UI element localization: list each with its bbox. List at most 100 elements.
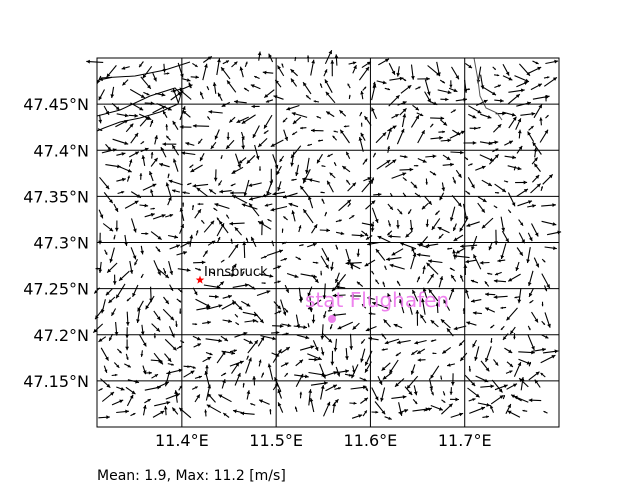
wind-vector-head [126, 322, 130, 326]
wind-vector-head [501, 307, 503, 310]
wind-vector-head [426, 224, 429, 227]
wind-vector-head [442, 131, 445, 134]
wind-vector-head [320, 336, 324, 340]
wind-vector-head [139, 173, 142, 176]
wind-vector-head [249, 197, 253, 201]
wind-vector-head [135, 114, 139, 118]
wind-vector-head [463, 264, 467, 268]
wind-vector-head [450, 217, 454, 221]
wind-vector-head [229, 222, 233, 226]
lon-label-2: 11.6°E [344, 431, 398, 450]
border-line-ne [474, 58, 502, 120]
wind-vector-head [312, 320, 316, 324]
wind-vector-head [248, 183, 252, 187]
latitude-labels: 47.45°N47.4°N47.35°N47.3°N47.25°N47.2°N4… [23, 95, 89, 391]
wind-vector-head [418, 358, 421, 361]
wind-vector-head [360, 234, 364, 238]
wind-vector-head [163, 142, 167, 146]
wind-vector-head [480, 261, 484, 265]
wind-vector-head [205, 365, 209, 368]
wind-vector-head [165, 124, 168, 127]
wind-vector-head [426, 77, 430, 81]
wind-vector-head [346, 261, 350, 265]
wind-stats: Mean: 1.9, Max: 11.2 [m/s] [97, 468, 286, 484]
wind-vector-head [447, 363, 451, 366]
wind-vector-head [215, 295, 219, 299]
wind-vector-head [256, 156, 260, 160]
wind-vector-head [494, 279, 498, 283]
wind-vector-head [125, 347, 129, 351]
wind-vector-head [204, 410, 207, 413]
wind-vector-head [179, 312, 181, 314]
wind-vector-head [326, 228, 330, 232]
wind-vector-head [494, 295, 498, 299]
wind-vector-head [414, 341, 418, 345]
wind-vector-head [202, 261, 206, 265]
wind-vector-head [316, 262, 318, 264]
lon-label-3: 11.7°E [438, 431, 492, 450]
wind-vector-head [149, 371, 152, 374]
wind-vector-head [485, 292, 489, 296]
wind-vector-head [182, 203, 184, 205]
wind-vector-head [300, 127, 303, 130]
wind-vector-head [204, 64, 208, 68]
wind-vector-head [151, 152, 154, 155]
wind-vector-head [396, 225, 400, 229]
wind-vector-head [357, 254, 361, 257]
wind-vector-head [449, 85, 452, 88]
wind-vector-head [354, 402, 357, 405]
wind-vector-head [174, 235, 178, 239]
wind-vector-head [383, 81, 387, 85]
wind-vector-head [388, 235, 392, 239]
wind-vector-head [473, 141, 477, 145]
wind-vector-head [539, 117, 542, 120]
wind-vector-head [193, 124, 197, 128]
stat-flughafen-marker-icon [328, 315, 336, 323]
wind-vector-head [448, 139, 452, 143]
wind-vector-head [469, 369, 472, 371]
wind-vector-head [359, 137, 363, 141]
wind-vector-head [320, 274, 322, 276]
wind-vector-head [334, 348, 338, 352]
wind-vector-head [252, 105, 255, 109]
wind-vector-head [272, 337, 276, 341]
wind-vector-head [454, 327, 458, 331]
wind-vector-head [106, 415, 110, 419]
wind-vector-head [86, 60, 90, 64]
wind-vector-head [166, 401, 170, 405]
lat-label-3: 47.3°N [33, 234, 89, 253]
wind-vector-head [361, 123, 363, 125]
wind-vector-head [271, 208, 275, 212]
wind-vector-head [441, 116, 445, 120]
wind-vector-head [330, 362, 334, 366]
lat-label-4: 47.25°N [23, 280, 89, 299]
wind-vector-head [311, 129, 315, 133]
wind-vector-head [162, 93, 166, 97]
wind-vector-head [227, 137, 230, 140]
wind-vector-field [86, 50, 561, 420]
lat-label-6: 47.15°N [23, 372, 89, 391]
lat-label-2: 47.35°N [23, 187, 89, 206]
wind-vector-head [241, 146, 245, 150]
wind-vector-head [122, 152, 126, 156]
wind-vector-head [468, 88, 470, 90]
wind-vector-head [321, 352, 325, 356]
wind-vector-head [513, 337, 516, 339]
wind-vector-head [451, 382, 455, 386]
wind-vector-head [195, 323, 197, 325]
wind-vector-head [321, 385, 325, 389]
wind-vector-head [151, 101, 155, 105]
wind-vector-head [542, 305, 544, 307]
wind-vector-head [154, 336, 156, 338]
lon-label-1: 11.5°E [249, 431, 303, 450]
wind-vector-head [433, 154, 437, 158]
wind-vector-head [175, 324, 178, 327]
wind-vector-head [145, 204, 149, 208]
wind-vector-head [473, 311, 477, 315]
wind-vector-head [154, 135, 158, 139]
wind-vector-head [233, 409, 237, 413]
wind-vector-head [349, 346, 353, 350]
